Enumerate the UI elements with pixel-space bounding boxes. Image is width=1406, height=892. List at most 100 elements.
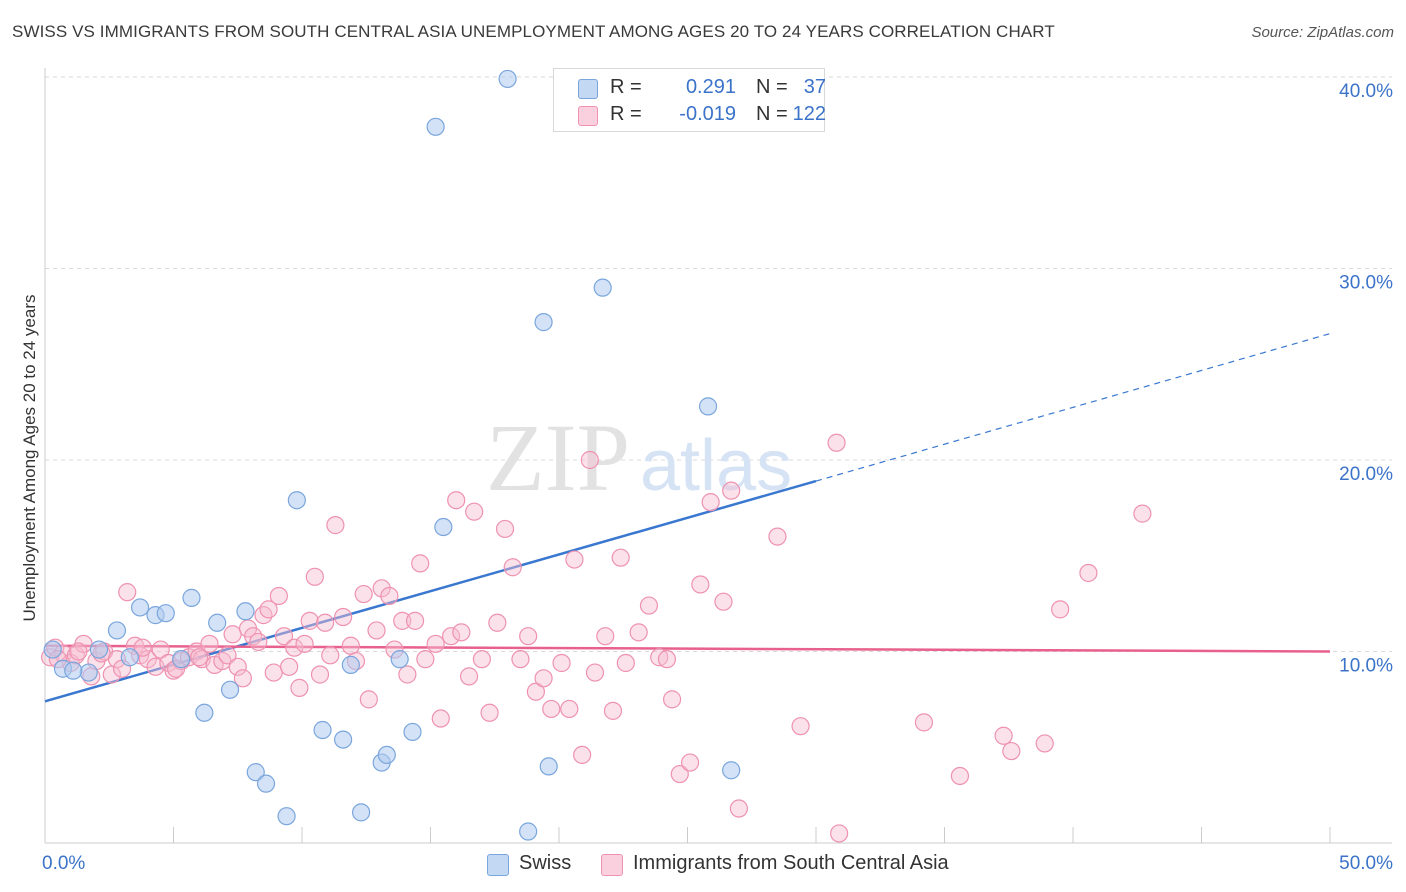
immigrants-point [526,682,545,701]
immigrants-point [714,592,733,611]
swiss-point [341,655,360,675]
immigrants-point [580,450,599,470]
immigrants-point [138,650,157,669]
immigrants-point [264,663,283,682]
swiss-r-label: R = [610,76,642,98]
immigrants-point [326,516,345,535]
immigrants-point [341,636,360,655]
immigrants-point [393,611,412,630]
watermark-atlas: atlas [640,426,792,506]
immigrants-point [151,640,170,659]
y-tick-label: 40.0% [1339,81,1393,102]
immigrants-point [321,646,340,665]
immigrants-point [254,606,273,625]
immigrants-point [441,627,461,646]
swiss-point [79,663,98,682]
immigrants-point [367,621,386,640]
swiss-point [390,650,409,669]
swiss-point [498,69,517,89]
swiss-point [352,803,371,822]
swiss-point [534,313,553,332]
immigrants-trend-line [44,644,1331,653]
immigrants-point [200,634,219,653]
immigrants-point [1079,563,1098,583]
watermark: ZIP atlas [486,404,792,511]
immigrants-point [1035,734,1054,753]
immigrants-point [629,623,648,642]
immigrants-r-label: R = [610,103,642,125]
immigrants-point [316,613,335,632]
immigrants-point [405,611,425,630]
swiss-point [722,761,741,780]
immigrants-point [503,558,522,577]
swiss-n-label: N = [756,76,788,98]
swiss-point [434,517,453,537]
immigrants-point [452,623,471,642]
immigrants-point [305,567,324,586]
swiss-point [220,680,240,699]
immigrants-point [511,650,530,669]
swiss-point [236,602,255,621]
immigrants-point [447,491,466,510]
immigrants-point [69,642,88,661]
immigrants-point [657,650,677,669]
immigrants-point [791,717,810,736]
immigrants-point [573,745,592,765]
immigrants-point [459,667,479,686]
immigrants-point [244,627,263,646]
immigrants-point [334,607,353,627]
immigrants-point [380,586,399,606]
immigrants-point [950,766,970,786]
immigrants-point [295,634,314,653]
immigrants-point [701,493,720,512]
swiss-point [256,774,276,793]
immigrants-point [1133,504,1152,523]
legend-swiss-label: Swiss [519,852,572,874]
swiss-point [195,703,214,722]
immigrants-point [596,627,615,646]
immigrants-point [190,648,209,667]
swiss-swatch [578,79,598,99]
immigrants-point [680,753,700,772]
grid-lines [45,76,1392,652]
immigrants-point [611,548,630,567]
swiss-trend-extension [815,333,1331,482]
immigrants-point [233,669,252,688]
tick-labels: 10.0% 20.0% 30.0% 40.0% 0.0% 50.0% [42,81,1393,874]
immigrants-point [300,611,319,630]
swiss-points [43,69,741,841]
immigrants-point [768,527,787,546]
immigrants-point [274,627,294,646]
swiss-point [246,763,265,782]
legend-immigrants-label: Immigrants from South Central Asia [633,852,949,874]
y-tick-label: 30.0% [1339,273,1393,294]
x-tick-label: 0.0% [42,853,85,874]
immigrants-point [280,657,299,676]
immigrants-point [359,690,378,709]
correlation-legend: R = 0.291 N = 37 R = -0.019 N = 122 [553,68,826,132]
swiss-point [182,588,201,607]
swiss-point [539,757,558,776]
swiss-point [120,648,139,667]
immigrants-point [830,824,849,843]
immigrants-point [480,703,499,722]
immigrants-point [118,583,137,602]
swiss-point [377,745,396,765]
swiss-point [698,397,718,416]
swiss-point [156,604,175,623]
immigrants-point [670,764,689,784]
y-tick-label: 20.0% [1339,464,1393,485]
immigrants-point [994,726,1013,745]
immigrants-point [416,650,435,669]
swiss-point [313,720,332,740]
immigrants-point [827,433,846,452]
legend-swiss-swatch [487,854,509,876]
immigrants-point [914,713,934,732]
immigrants-point [472,650,491,669]
immigrants-point [1002,741,1021,761]
immigrants-points [41,433,1152,843]
immigrants-point [398,665,417,684]
immigrants-point [495,519,515,539]
swiss-point [172,650,191,669]
immigrants-point [603,701,623,720]
